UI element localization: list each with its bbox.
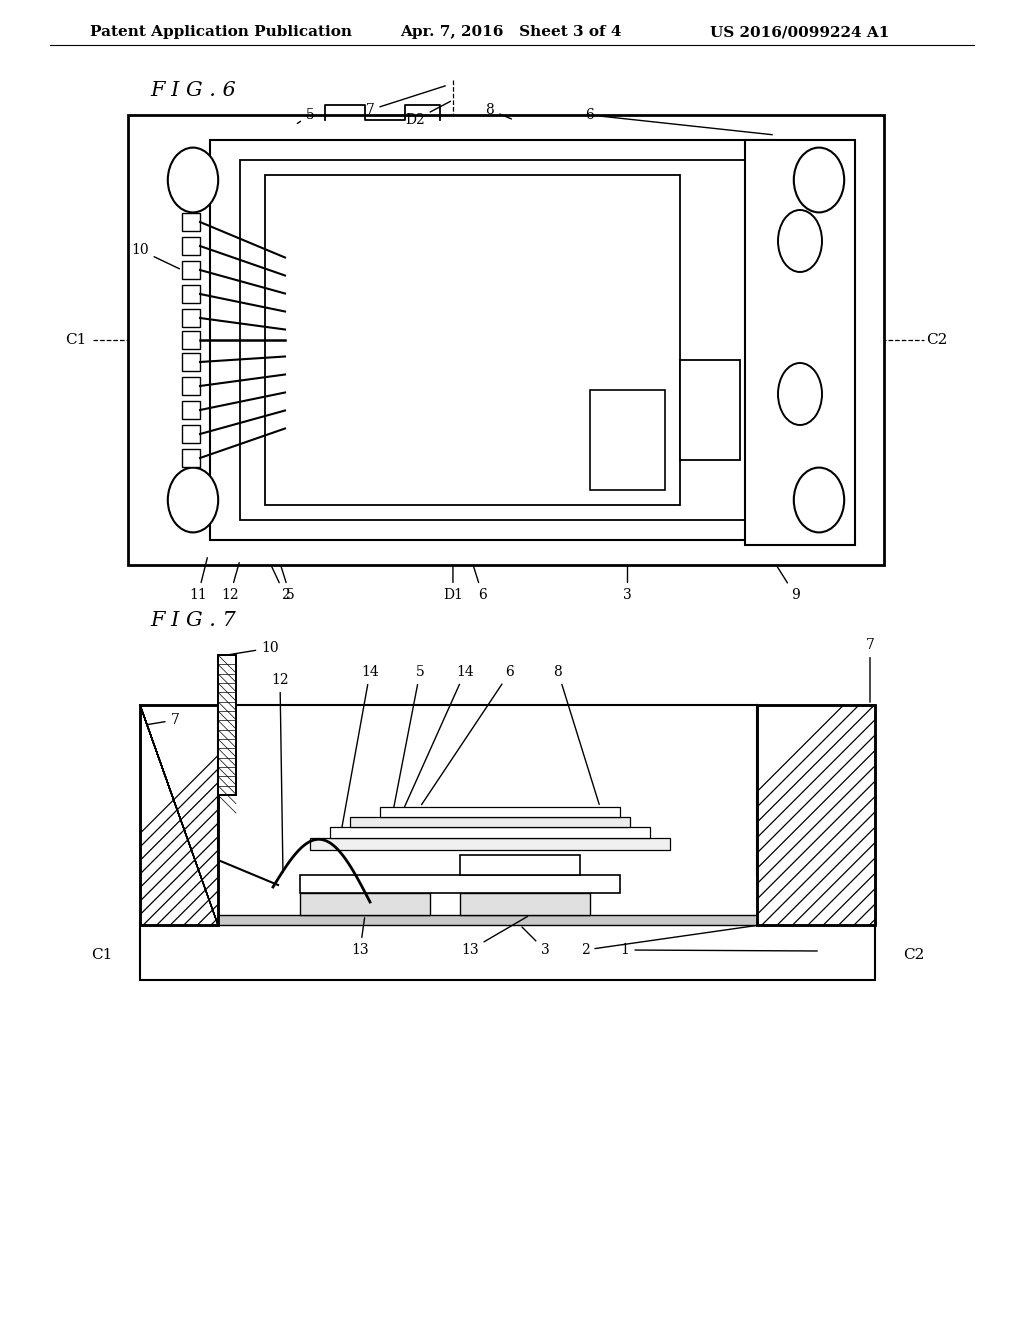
Bar (210, 140, 775, 540)
Bar (182, 449, 200, 467)
Text: 10: 10 (131, 243, 179, 269)
Bar (265, 176, 680, 506)
Bar (140, 705, 218, 925)
Text: C1: C1 (65, 333, 86, 347)
Bar (460, 894, 590, 915)
Text: 3: 3 (522, 927, 549, 957)
Text: 5: 5 (297, 108, 314, 124)
Bar (182, 285, 200, 304)
Text: 8: 8 (554, 665, 599, 804)
Text: F I G . 7: F I G . 7 (150, 610, 236, 630)
Ellipse shape (168, 148, 218, 213)
Text: 3: 3 (624, 566, 632, 602)
Text: 2: 2 (271, 565, 290, 602)
Text: 14: 14 (401, 665, 474, 814)
Text: 12: 12 (271, 673, 289, 873)
Bar (182, 213, 200, 231)
Bar (330, 828, 650, 838)
Ellipse shape (168, 467, 218, 532)
Text: D1: D1 (443, 566, 463, 602)
Bar (182, 261, 200, 279)
Text: 6: 6 (473, 566, 486, 602)
Bar (310, 838, 670, 850)
Bar (182, 401, 200, 418)
Text: C2: C2 (903, 948, 925, 962)
Text: F I G . 6: F I G . 6 (150, 81, 236, 99)
Bar (182, 331, 200, 348)
Text: 1: 1 (621, 942, 817, 957)
Text: Apr. 7, 2016   Sheet 3 of 4: Apr. 7, 2016 Sheet 3 of 4 (400, 25, 622, 40)
Bar (128, 115, 884, 565)
Text: D2: D2 (406, 102, 451, 127)
Ellipse shape (794, 467, 844, 532)
Text: 12: 12 (221, 562, 240, 602)
Text: 6: 6 (586, 108, 772, 135)
Bar (380, 807, 620, 817)
Text: 9: 9 (776, 565, 800, 602)
Bar (460, 855, 580, 875)
Bar (182, 378, 200, 395)
Bar (745, 140, 855, 545)
Bar (300, 875, 620, 894)
Bar (240, 160, 745, 520)
Text: 11: 11 (189, 557, 207, 602)
Text: C2: C2 (926, 333, 947, 347)
Bar (182, 238, 200, 255)
Text: C1: C1 (91, 948, 112, 962)
Bar (182, 425, 200, 444)
Text: Patent Application Publication: Patent Application Publication (90, 25, 352, 40)
Bar (218, 655, 236, 795)
Bar (182, 309, 200, 327)
Text: 8: 8 (485, 103, 511, 119)
Bar (680, 360, 740, 459)
Ellipse shape (778, 363, 822, 425)
Text: 5: 5 (281, 566, 294, 602)
Bar (140, 921, 874, 979)
Text: US 2016/0099224 A1: US 2016/0099224 A1 (710, 25, 890, 40)
Bar (140, 915, 874, 925)
Bar (757, 705, 874, 925)
Text: 13: 13 (351, 917, 369, 957)
Text: 10: 10 (229, 642, 279, 655)
Text: 14: 14 (341, 665, 379, 836)
Bar (757, 705, 874, 925)
Ellipse shape (778, 210, 822, 272)
Text: 7: 7 (147, 713, 179, 727)
Text: 7: 7 (366, 86, 445, 117)
Bar (182, 352, 200, 371)
Bar (300, 894, 430, 915)
Ellipse shape (794, 148, 844, 213)
Text: 13: 13 (461, 916, 527, 957)
Text: 2: 2 (581, 925, 758, 957)
Bar (350, 817, 630, 828)
Bar (218, 655, 236, 795)
Text: 6: 6 (422, 665, 514, 805)
Bar (590, 389, 665, 490)
Text: 7: 7 (865, 638, 874, 702)
Bar (140, 705, 218, 925)
Text: 5: 5 (390, 665, 424, 824)
